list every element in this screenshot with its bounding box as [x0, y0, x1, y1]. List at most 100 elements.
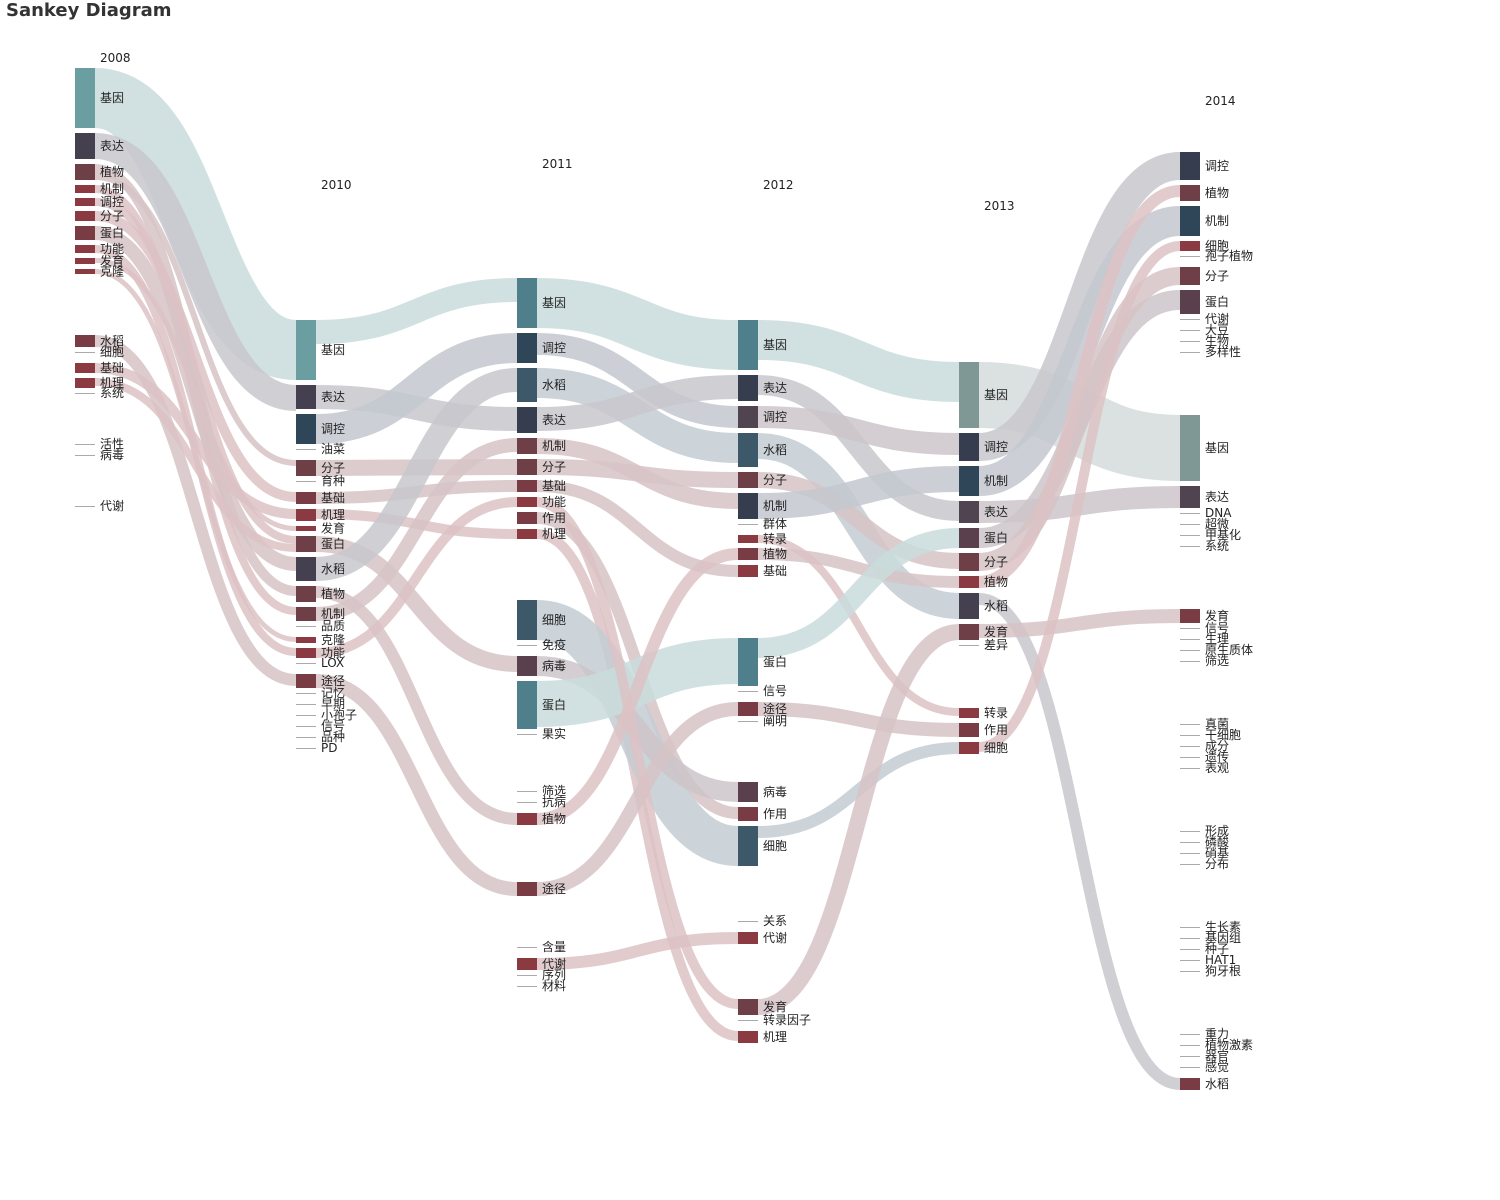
link-1[interactable] — [93, 133, 298, 411]
link-27[interactable] — [536, 333, 739, 428]
link-40[interactable] — [536, 932, 739, 970]
node-2012-17[interactable] — [738, 807, 758, 821]
link-42[interactable] — [757, 320, 960, 402]
link-43[interactable] — [757, 375, 960, 521]
link-6[interactable] — [94, 211, 297, 502]
node-2014-6[interactable] — [1180, 290, 1200, 314]
link-59[interactable] — [978, 267, 1181, 571]
link-56[interactable] — [977, 206, 1182, 496]
link-48[interactable] — [757, 548, 960, 588]
node-2014-46[interactable] — [1180, 1078, 1200, 1090]
node-2011-24[interactable] — [517, 958, 537, 970]
node-2014-1[interactable] — [1180, 185, 1200, 201]
node-2013-11[interactable] — [959, 708, 979, 718]
link-25[interactable] — [315, 674, 518, 896]
node-2011-9[interactable] — [517, 529, 537, 539]
node-2011-4[interactable] — [517, 438, 537, 454]
node-2012-8[interactable] — [738, 548, 758, 560]
node-2013-5[interactable] — [959, 553, 979, 571]
node-2011-6[interactable] — [517, 480, 537, 492]
node-2010-9[interactable] — [296, 536, 316, 552]
link-26[interactable] — [536, 278, 739, 370]
link-50[interactable] — [757, 528, 960, 658]
link-38[interactable] — [536, 548, 739, 825]
node-2012-16[interactable] — [738, 782, 758, 802]
node-2010-15[interactable] — [296, 648, 316, 658]
link-14[interactable] — [315, 278, 518, 344]
link-31[interactable] — [536, 459, 739, 488]
link-12[interactable] — [94, 363, 297, 519]
node-2008-6[interactable] — [75, 226, 95, 240]
link-60[interactable] — [978, 185, 1181, 588]
node-2010-17[interactable] — [296, 674, 316, 688]
link-23[interactable] — [315, 438, 518, 621]
node-2008-8[interactable] — [75, 258, 95, 264]
node-2008-14[interactable] — [75, 378, 95, 388]
node-2014-2[interactable] — [1180, 206, 1200, 236]
link-49[interactable] — [757, 535, 960, 716]
node-2010-4[interactable] — [296, 460, 316, 476]
node-2013-13[interactable] — [959, 742, 979, 754]
node-2010-7[interactable] — [296, 509, 316, 521]
link-63[interactable] — [978, 241, 1181, 752]
node-2012-7[interactable] — [738, 535, 758, 543]
node-2008-4[interactable] — [75, 198, 95, 206]
node-2010-6[interactable] — [296, 492, 316, 504]
node-2012-21[interactable] — [738, 932, 758, 944]
node-2011-0[interactable] — [517, 278, 537, 328]
node-2011-1[interactable] — [517, 333, 537, 363]
node-2012-25[interactable] — [738, 1031, 758, 1043]
node-2014-13[interactable] — [1180, 486, 1200, 508]
node-2011-11[interactable] — [517, 600, 537, 640]
link-24[interactable] — [315, 497, 518, 658]
node-2013-8[interactable] — [959, 624, 979, 640]
node-2011-8[interactable] — [517, 512, 537, 524]
node-2012-18[interactable] — [738, 826, 758, 866]
node-2008-2[interactable] — [75, 164, 95, 180]
node-2011-21[interactable] — [517, 882, 537, 896]
node-2010-2[interactable] — [296, 414, 316, 444]
link-9[interactable] — [94, 258, 297, 531]
link-47[interactable] — [757, 466, 960, 519]
node-2008-13[interactable] — [75, 363, 95, 373]
node-2012-3[interactable] — [738, 433, 758, 467]
node-2013-0[interactable] — [959, 362, 979, 428]
node-2012-1[interactable] — [738, 375, 758, 401]
node-2013-1[interactable] — [959, 433, 979, 461]
link-41[interactable] — [536, 497, 739, 1009]
node-2008-7[interactable] — [75, 245, 95, 253]
node-2011-13[interactable] — [517, 656, 537, 676]
link-62[interactable] — [978, 609, 1181, 638]
node-2012-5[interactable] — [738, 493, 758, 519]
node-2013-12[interactable] — [959, 723, 979, 737]
link-3[interactable] — [94, 174, 297, 466]
node-2010-0[interactable] — [296, 320, 316, 380]
node-2012-23[interactable] — [738, 999, 758, 1015]
node-2012-2[interactable] — [738, 406, 758, 428]
node-2012-0[interactable] — [738, 320, 758, 370]
node-2010-10[interactable] — [296, 557, 316, 581]
node-2014-12[interactable] — [1180, 415, 1200, 481]
node-2012-9[interactable] — [738, 565, 758, 577]
node-2012-11[interactable] — [738, 638, 758, 686]
link-53[interactable] — [757, 624, 960, 1015]
node-2010-8[interactable] — [296, 526, 316, 531]
node-2013-2[interactable] — [959, 466, 979, 496]
node-2011-2[interactable] — [517, 368, 537, 402]
node-2008-9[interactable] — [75, 269, 95, 274]
node-2013-6[interactable] — [959, 576, 979, 588]
link-11[interactable] — [94, 335, 297, 686]
node-2014-3[interactable] — [1180, 241, 1200, 251]
node-2008-5[interactable] — [75, 211, 95, 221]
node-2008-11[interactable] — [75, 335, 95, 347]
node-2011-5[interactable] — [517, 459, 537, 475]
link-0[interactable] — [91, 68, 300, 380]
link-51[interactable] — [757, 702, 960, 737]
node-2012-4[interactable] — [738, 472, 758, 488]
node-2014-19[interactable] — [1180, 609, 1200, 623]
link-29[interactable] — [536, 375, 739, 431]
link-21[interactable] — [315, 368, 518, 581]
node-2008-0[interactable] — [75, 68, 95, 128]
node-2008-3[interactable] — [75, 185, 95, 193]
link-13[interactable] — [94, 378, 297, 552]
